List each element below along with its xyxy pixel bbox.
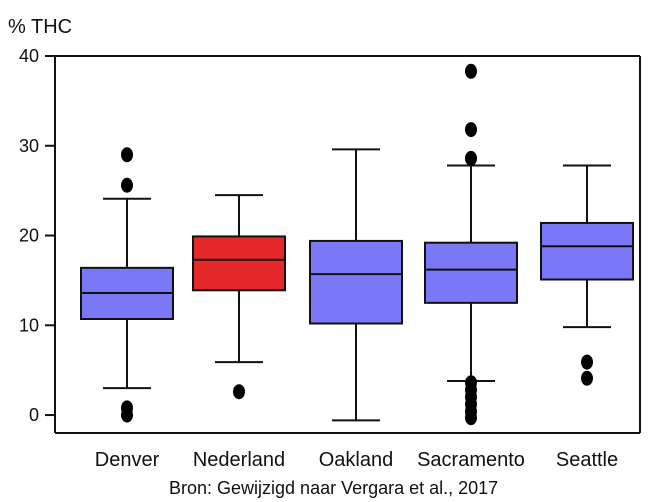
iqr-box (424, 241, 518, 304)
y-axis-label: % THC (8, 16, 72, 38)
x-category-label: Sacramento (417, 449, 525, 471)
box-seattle (540, 164, 634, 386)
x-category-label: Nederland (193, 449, 285, 471)
outlier-point (121, 407, 133, 423)
outlier-point (465, 410, 477, 426)
outlier-point (465, 122, 477, 138)
iqr-box (192, 235, 286, 292)
source-credit: Bron: Gewijzigd naar Vergara et al., 201… (169, 478, 498, 498)
y-tick-label: 40 (19, 46, 39, 66)
y-axis-ticks: 0 10 20 30 40 (19, 46, 55, 425)
box-series (80, 63, 634, 426)
iqr-box (309, 239, 403, 325)
outlier-point (465, 63, 477, 79)
box-oakland (309, 148, 403, 422)
box-denver (80, 147, 174, 423)
outlier-point (121, 147, 133, 163)
x-category-label: Seattle (556, 449, 618, 471)
y-tick-label: 30 (19, 136, 39, 156)
outlier-point (581, 370, 593, 386)
x-category-label: Denver (95, 449, 160, 471)
y-tick-label: 10 (19, 315, 39, 335)
y-tick-label: 0 (29, 405, 39, 425)
iqr-box (540, 221, 634, 281)
x-category-label: Oakland (319, 449, 394, 471)
outlier-point (581, 354, 593, 370)
y-tick-label: 20 (19, 226, 39, 246)
plot-frame (54, 55, 641, 434)
outlier-point (121, 177, 133, 193)
outlier-point (233, 384, 245, 400)
box-nederland (192, 194, 286, 400)
x-axis-categories: Denver Nederland Oakland Sacramento Seattle (95, 449, 618, 471)
box-sacramento (424, 63, 518, 426)
outlier-point (465, 150, 477, 166)
